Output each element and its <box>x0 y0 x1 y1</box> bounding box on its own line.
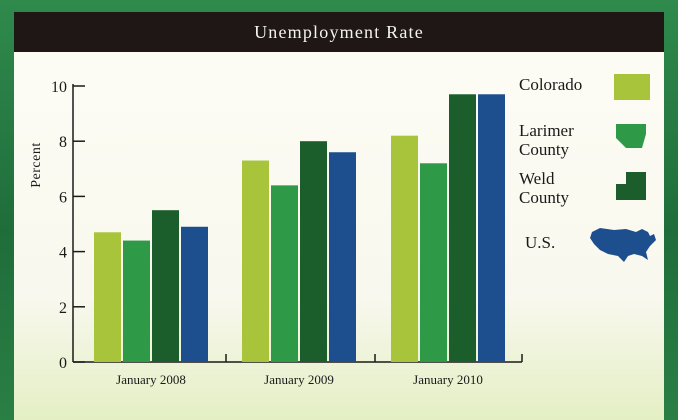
bar-us-2 <box>478 94 505 362</box>
x-category-label: January 2008 <box>116 372 186 387</box>
legend-label-us: U.S. <box>525 233 555 252</box>
bar-weld-1 <box>300 141 327 362</box>
bar-larimer-2 <box>420 163 447 362</box>
bar-weld-2 <box>449 94 476 362</box>
bar-colorado-2 <box>391 135 418 362</box>
legend-label-colorado: Colorado <box>519 75 582 94</box>
colorado-state-shape-icon <box>614 74 650 100</box>
weld-county-shape-icon <box>616 172 646 200</box>
bar-weld-0 <box>152 210 179 362</box>
chart-legend: Colorado Larimer County Weld County U.S. <box>519 74 656 262</box>
legend-label-weld: Weld County <box>519 169 570 207</box>
bar-larimer-1 <box>271 185 298 362</box>
bar-colorado-0 <box>94 232 121 362</box>
x-category-label: January 2010 <box>413 372 483 387</box>
larimer-county-shape-icon <box>616 124 646 148</box>
y-tick-label: 2 <box>59 300 67 317</box>
y-axis-title: Percent <box>29 142 44 187</box>
legend-label-larimer: Larimer County <box>519 121 574 159</box>
bar-colorado-1 <box>242 160 269 362</box>
chart-axes: 0 2 4 6 8 10 Percent January 2008 January 2009 Ja… <box>29 79 523 387</box>
y-tick-label: 6 <box>59 189 67 206</box>
us-map-icon <box>590 228 656 262</box>
bar-larimer-0 <box>123 240 150 362</box>
x-category-label: January 2009 <box>264 372 334 387</box>
bar-us-0 <box>181 226 208 362</box>
bar-us-1 <box>329 152 356 362</box>
chart-title: Unemployment Rate <box>14 12 664 52</box>
y-tick-label: 4 <box>59 245 67 262</box>
chart-bars <box>94 94 505 362</box>
y-tick-label: 10 <box>51 79 67 96</box>
y-tick-label: 8 <box>59 134 67 151</box>
y-tick-label: 0 <box>59 355 67 372</box>
